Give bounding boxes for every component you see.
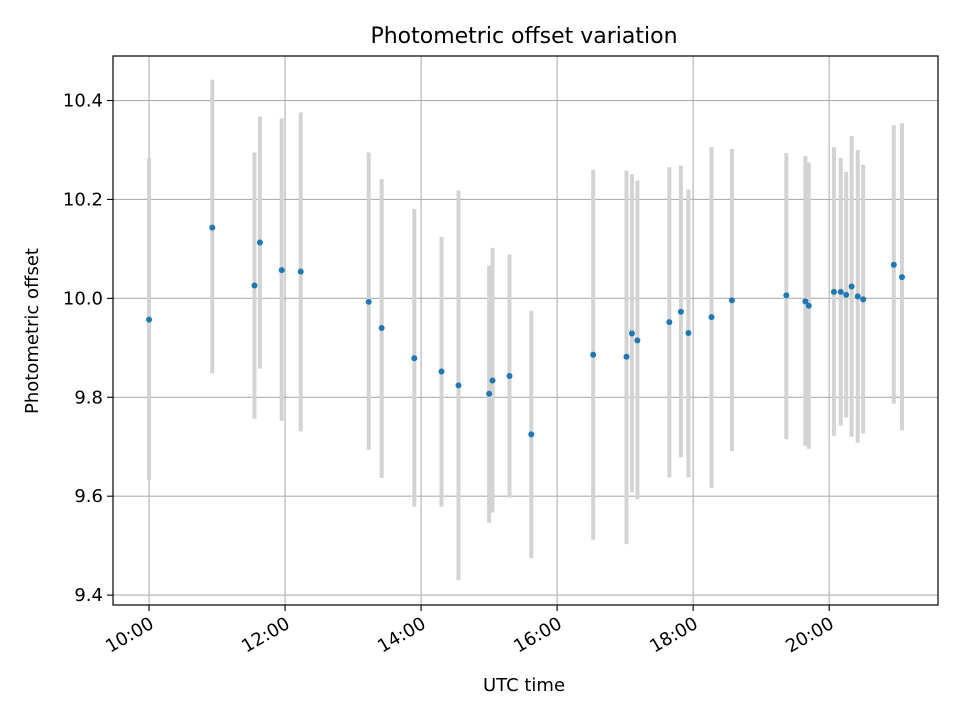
data-point [685,329,692,336]
data-point [489,377,496,384]
y-tick-label: 9.6 [74,486,103,507]
data-point [528,431,535,438]
data-point [898,274,905,281]
plot-frame [112,55,939,606]
data-point [890,261,897,268]
y-axis-ticks: 9.4 9.6 9.8 10.0 10.2 10.4 [63,91,113,606]
data-point [411,355,418,362]
data-point [251,282,258,289]
y-tick-label: 9.4 [74,585,103,606]
data-point [802,298,809,305]
data-point [278,267,285,274]
data-point [805,302,812,309]
y-tick-label: 10.4 [63,91,103,112]
data-point [455,382,462,389]
data-point [677,308,684,315]
data-point [854,293,861,300]
data-point [146,316,153,323]
data-point [837,288,844,295]
y-tick-label: 10.0 [63,288,103,309]
data-point [843,291,850,298]
data-point [506,373,513,380]
data-point [860,296,867,303]
data-points [146,224,905,438]
y-axis-label: Photometric offset [22,248,43,414]
data-point [783,292,790,299]
data-point [628,330,635,337]
data-point [365,298,372,305]
y-tick-label: 9.8 [74,387,103,408]
data-point [378,325,385,332]
x-axis-label: UTC time [483,675,565,696]
data-point [830,288,837,295]
y-tick-label: 10.2 [63,189,103,210]
data-point [590,351,597,358]
data-point [256,239,263,246]
data-point [666,319,673,326]
grid-lines [113,56,938,605]
data-point [708,314,715,321]
data-point [634,337,641,344]
data-point [209,224,216,231]
data-point [438,368,445,375]
data-point [848,283,855,290]
chart-title: Photometric offset variation [370,24,677,49]
data-point [486,390,493,397]
data-point [728,297,735,304]
data-point [297,268,304,275]
data-point [623,353,630,360]
